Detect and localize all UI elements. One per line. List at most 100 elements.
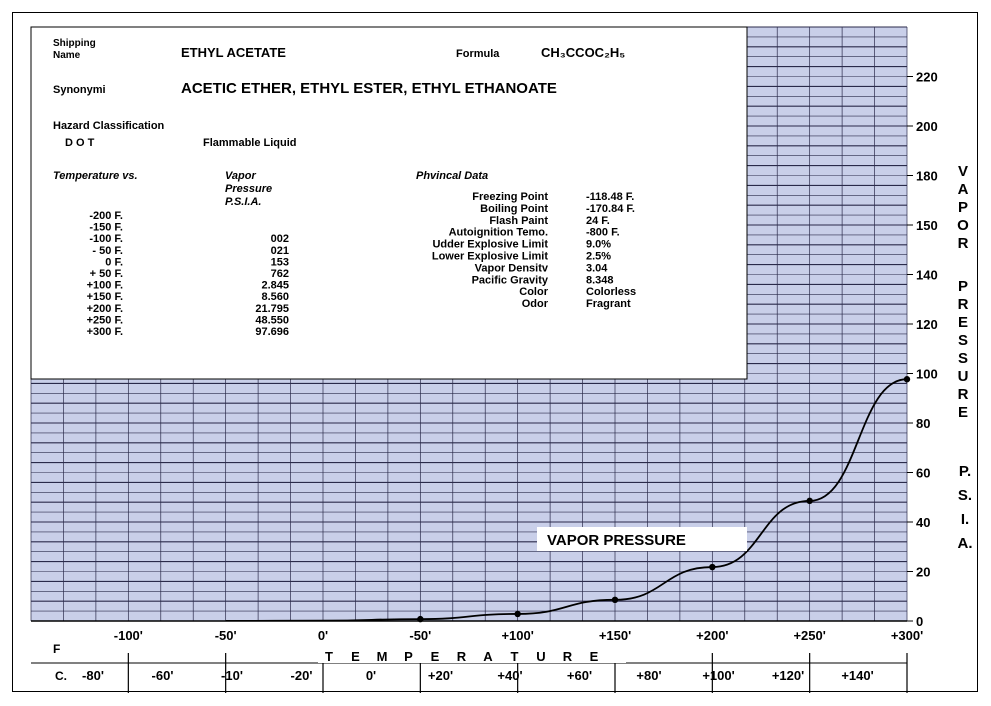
temperature-cell: - 50 F. xyxy=(92,245,123,257)
y-tick-label: 20 xyxy=(916,565,930,580)
celsius-tick-label: +40' xyxy=(497,668,522,683)
annotation-box xyxy=(537,527,747,551)
x-title-letter: E xyxy=(590,649,599,664)
pressure-cell: 021 xyxy=(271,245,289,257)
y-title-letter: A. xyxy=(958,535,973,552)
temperature-cell: -150 F. xyxy=(89,222,123,234)
temperature-cell: +100 F. xyxy=(87,280,123,292)
physical-label: Autoignition Temo. xyxy=(449,227,548,239)
physical-label: Vapor Densitv xyxy=(475,262,549,274)
formula-label: Formula xyxy=(456,48,500,60)
physical-label: Freezing Point xyxy=(472,191,548,203)
fahrenheit-tick-label: 0' xyxy=(318,628,328,643)
celsius-tick-label: +120' xyxy=(772,668,804,683)
data-point xyxy=(709,563,716,571)
physical-value: 9.0% xyxy=(586,239,611,251)
y-tick-label: 120 xyxy=(916,317,938,332)
celsius-tick-label: +60' xyxy=(567,668,592,683)
y-title-letter: P xyxy=(958,278,968,295)
y-title-letter: R xyxy=(958,386,969,403)
temperature-table: -200 F.-150 F.-100 F. 002 - 50 F. 021 0 F. 15… xyxy=(87,210,289,338)
temperature-cell: +250 F. xyxy=(87,314,123,326)
temperature-cell: -200 F. xyxy=(89,210,123,222)
y-tick-label: 0 xyxy=(916,614,923,629)
y-tick-label: 200 xyxy=(916,119,938,134)
vp-heading-1: Vapor xyxy=(225,170,256,182)
y-tick-label: 60 xyxy=(916,466,930,481)
fahrenheit-ticks: -100' -50' 0' -50' +100' +150' +200' +250' +300' xyxy=(114,628,923,693)
dot-value: Flammable Liquid xyxy=(203,137,297,149)
pressure-cell: 153 xyxy=(271,256,289,268)
y-title-letter: S. xyxy=(958,487,972,504)
physical-label: Boiling Point xyxy=(480,203,548,215)
physical-label: Odor xyxy=(522,298,549,310)
data-point xyxy=(611,596,619,604)
temperature-cell: + 50 F. xyxy=(90,268,123,280)
physical-heading: Phvincal Data xyxy=(416,170,488,182)
shipping-label: Shipping xyxy=(53,38,96,49)
temperature-cell: -100 F. xyxy=(89,233,123,245)
physical-value: -118.48 F. xyxy=(586,191,634,203)
y-title-letter: I. xyxy=(961,511,969,528)
temperature-cell: +200 F. xyxy=(87,303,123,315)
celsius-tick-label: +20' xyxy=(428,668,453,683)
celsius-tick-label: 0' xyxy=(366,668,376,683)
physical-value: -800 F. xyxy=(586,227,620,239)
dot-label: D O T xyxy=(65,137,95,149)
celsius-tick-label: -60' xyxy=(152,668,174,683)
physical-label: Color xyxy=(519,286,548,298)
pressure-cell: 8.560 xyxy=(261,291,289,303)
y-title-letter: V xyxy=(958,163,968,180)
physical-value: 2.5% xyxy=(586,251,611,263)
celsius-tick-label: -10' xyxy=(221,668,243,683)
y-tick-label: 220 xyxy=(916,70,938,85)
celsius-unit: C. xyxy=(55,669,67,683)
data-point xyxy=(514,610,521,618)
pressure-cell: 21.795 xyxy=(255,303,289,315)
hazard-heading: Hazard Classification xyxy=(53,120,165,132)
x-title-letter: R xyxy=(457,649,467,664)
y-tick-label: 100 xyxy=(916,367,938,382)
physical-value: Fragrant xyxy=(586,298,631,310)
pressure-cell: 48.550 xyxy=(255,314,289,326)
y-title-letter: O xyxy=(957,217,969,234)
annotation-vapor-pressure: VAPOR PRESSURE xyxy=(547,532,686,549)
fahrenheit-tick-label: +250' xyxy=(793,628,825,643)
x-title-letter: A xyxy=(483,649,493,664)
info-panel xyxy=(30,26,748,380)
temp-heading: Temperature vs. xyxy=(53,170,138,182)
physical-value: 8.348 xyxy=(586,274,614,286)
x-title-letter: T xyxy=(511,649,519,664)
x-title-letter: E xyxy=(351,649,360,664)
formula-value: CH₃CCOC₂H₅ xyxy=(541,45,625,60)
vp-heading-3: P.S.I.A. xyxy=(225,196,261,208)
y-tick-label: 40 xyxy=(916,515,930,530)
data-point xyxy=(806,497,813,505)
pressure-cell: 97.696 xyxy=(255,326,289,338)
celsius-tick-label: +80' xyxy=(636,668,661,683)
vp-heading-2: Pressure xyxy=(225,183,272,195)
fahrenheit-tick-label: -50' xyxy=(215,628,237,643)
fahrenheit-tick-label: +100' xyxy=(501,628,533,643)
shipping-label-2: Name xyxy=(53,50,81,61)
synonyms-value: ACETIC ETHER, ETHYL ESTER, ETHYL ETHANOA… xyxy=(181,80,557,97)
shipping-name: ETHYL ACETATE xyxy=(181,45,286,60)
x-title-box xyxy=(318,647,626,663)
temperature-cell: +300 F. xyxy=(87,326,123,338)
y-title-letter: A xyxy=(958,181,969,198)
data-points xyxy=(417,376,911,623)
y-title-letter: S xyxy=(958,350,968,367)
fahrenheit-tick-label: -50' xyxy=(409,628,431,643)
y-tick-label: 140 xyxy=(916,268,938,283)
fahrenheit-tick-label: +200' xyxy=(696,628,728,643)
data-point xyxy=(903,376,911,383)
physical-label: Lower Explosive Limit xyxy=(432,251,548,263)
synonyms-label: Synonymi xyxy=(53,84,106,96)
y-tick-label: 180 xyxy=(916,169,938,184)
y-title-letter: R xyxy=(958,235,969,252)
fahrenheit-unit: F xyxy=(53,642,60,656)
fahrenheit-tick-label: -100' xyxy=(114,628,143,643)
celsius-tick-label: -20' xyxy=(291,668,313,683)
